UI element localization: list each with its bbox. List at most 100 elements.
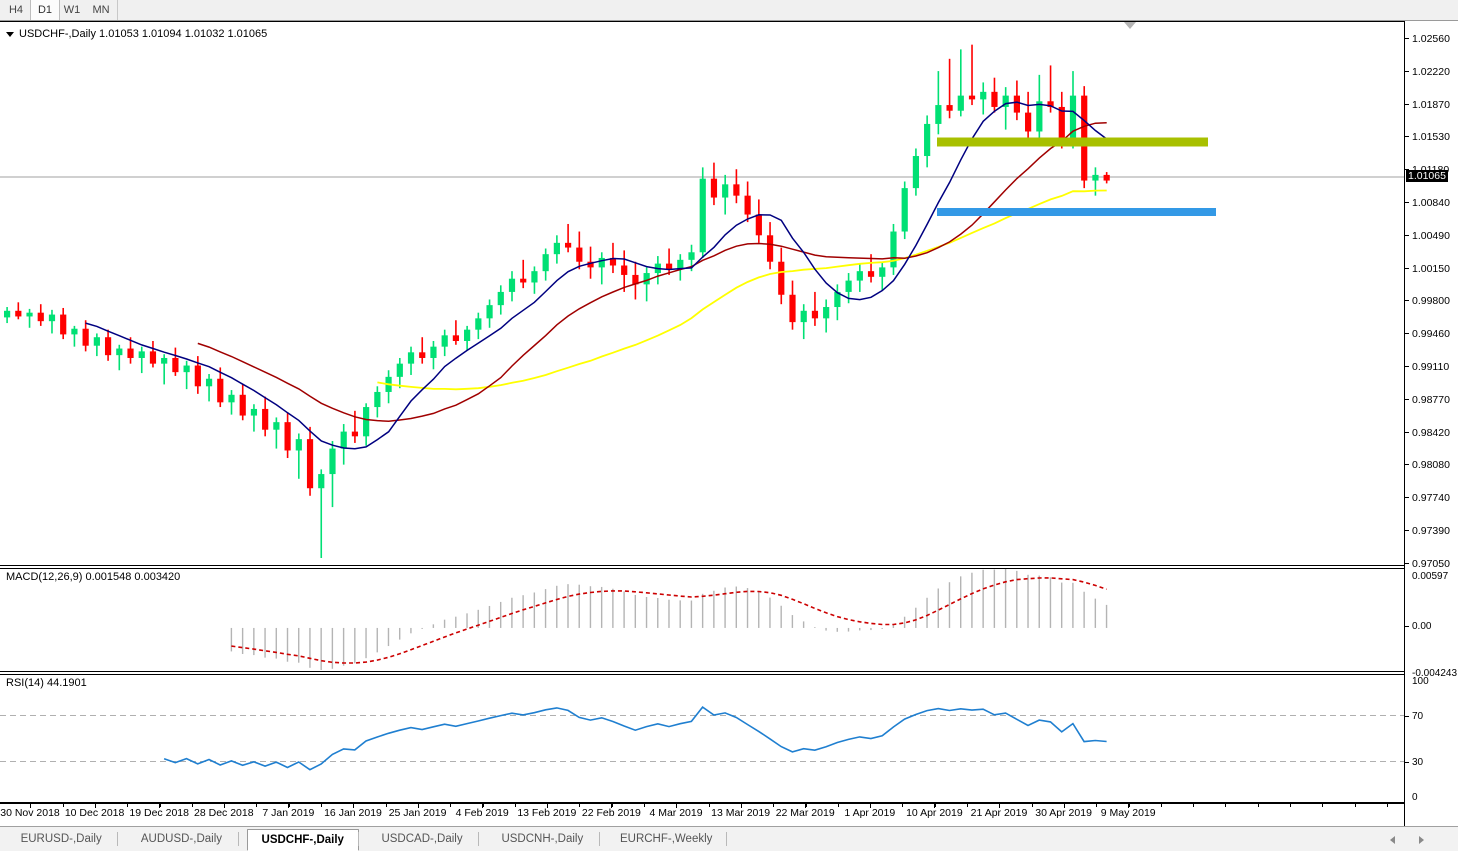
price-axis-label: 0.98770: [1412, 393, 1450, 406]
date-axis-minor-tick: [1031, 804, 1033, 807]
timeframe-button-d1[interactable]: D1: [30, 0, 60, 20]
date-axis-minor-tick: [256, 804, 258, 807]
symbol-tab-audusd[interactable]: AUDUSD-,Daily: [140, 833, 223, 845]
price-axis-label: 1.01530: [1412, 131, 1450, 144]
price-pane[interactable]: [0, 21, 1404, 566]
date-axis-minor-tick: [902, 804, 904, 807]
symbol-tab-bar[interactable]: EURUSD-,Daily AUDUSD-,Daily USDCHF-,Daily U…: [0, 826, 1458, 851]
date-axis-minor-tick: [159, 804, 161, 807]
rsi-axis-label: 70: [1412, 711, 1424, 722]
price-axis-tick: [1405, 431, 1409, 433]
date-axis-minor-tick: [1354, 804, 1356, 807]
price-axis-tick: [1405, 366, 1409, 367]
date-axis-label: 1 Apr 2019: [844, 807, 896, 819]
rsi-axis-tick: [1405, 716, 1409, 717]
date-axis-minor-tick: [1225, 804, 1227, 807]
date-axis-minor-tick: [773, 804, 775, 807]
date-axis-minor-tick: [30, 804, 32, 807]
date-axis-minor-tick: [353, 804, 355, 807]
date-axis-minor-tick: [1128, 804, 1130, 807]
date-axis-label: 21 Apr 2019: [970, 807, 1028, 819]
date-axis-minor-tick: [1063, 804, 1065, 807]
price-axis-tick: [1405, 530, 1409, 531]
symbol-tab-eurusd[interactable]: EURUSD-,Daily: [20, 833, 102, 845]
scroll-right-arrow-icon[interactable]: [1419, 836, 1424, 844]
price-axis-label: 0.99110: [1412, 361, 1450, 373]
scroll-position-marker[interactable]: [1124, 22, 1136, 29]
current-price-label: 1.01065: [1406, 170, 1448, 182]
date-axis-minor-tick: [321, 804, 322, 807]
price-axis-tick: [1405, 169, 1409, 171]
symbol-tab-usdchf[interactable]: USDCHF-,Daily: [246, 829, 359, 851]
price-axis-tick: [1405, 103, 1409, 105]
date-axis-minor-tick: [62, 804, 64, 807]
macd-axis-label: -0.004243: [1412, 668, 1458, 679]
price-axis-tick: [1405, 562, 1409, 564]
price-axis-label: 0.98080: [1412, 459, 1450, 472]
date-axis-minor-tick: [450, 804, 452, 807]
date-axis-minor-tick: [611, 804, 613, 807]
date-axis[interactable]: 30 Nov 2018 10 Dec 2018 19 Dec 2018 28 Dec …: [0, 803, 1404, 825]
date-axis-label: 10 Apr 2019: [906, 807, 963, 819]
date-axis-label: 30 Apr 2019: [1035, 807, 1092, 819]
price-axis-label: 0.97390: [1412, 525, 1450, 537]
date-axis-minor-tick: [1290, 804, 1291, 807]
triangle-down-icon[interactable]: [6, 31, 14, 37]
macd-pane[interactable]: [0, 568, 1404, 672]
macd-chart-canvas[interactable]: [0, 569, 1404, 671]
symbol-tab-usdcad[interactable]: USDCAD-,Daily: [381, 833, 463, 845]
date-axis-label: 13 Feb 2019: [517, 807, 577, 819]
price-axis-label: 1.00490: [1412, 229, 1450, 242]
date-axis-minor-tick: [1322, 804, 1324, 807]
tab-divider: [598, 832, 600, 846]
date-axis-minor-tick: [934, 804, 936, 807]
date-axis-label: 13 Mar 2019: [711, 807, 771, 819]
macd-header: MACD(12,26,9) 0.001548 0.003420: [6, 571, 181, 583]
date-axis-label: 30 Nov 2018: [0, 807, 60, 819]
price-axis-tick: [1405, 234, 1409, 236]
date-axis-minor-tick: [224, 804, 226, 807]
scroll-left-arrow-icon[interactable]: [1390, 836, 1395, 844]
price-axis-tick: [1405, 497, 1409, 499]
rsi-axis-label: 30: [1412, 757, 1424, 768]
price-axis-tick: [1405, 38, 1409, 39]
price-axis-tick: [1405, 398, 1409, 400]
date-axis-minor-tick: [94, 804, 96, 807]
symbol-tab-eurchf[interactable]: EURCHF-,Weekly: [619, 833, 713, 845]
price-axis-label: 0.97740: [1412, 492, 1450, 505]
date-axis-minor-tick: [191, 804, 193, 807]
date-axis-minor-tick: [482, 804, 484, 807]
date-axis-minor-tick: [837, 804, 839, 807]
date-axis-minor-tick: [1096, 804, 1098, 807]
date-axis-minor-tick: [288, 804, 290, 807]
date-axis-minor-tick: [579, 804, 581, 807]
date-axis-minor-tick: [1160, 804, 1162, 807]
tab-divider: [357, 832, 359, 846]
price-axis[interactable]: 1.025601.022201.018701.015301.011801.008…: [1404, 21, 1458, 829]
price-axis-tick: [1405, 333, 1409, 335]
rsi-axis-tick: [1405, 762, 1409, 763]
rsi-pane[interactable]: [0, 674, 1404, 803]
date-axis-minor-tick: [644, 804, 645, 807]
date-axis-minor-tick: [547, 804, 549, 807]
price-axis-label: 0.99460: [1412, 328, 1450, 341]
price-axis-tick: [1405, 267, 1409, 269]
date-axis-minor-tick: [1257, 804, 1259, 807]
date-axis-minor-tick: [870, 804, 872, 807]
date-axis-label: 4 Feb 2019: [455, 807, 509, 819]
timeframe-button-h4[interactable]: H4: [8, 4, 24, 16]
date-axis-label: 19 Dec 2018: [129, 807, 189, 819]
toolbar-divider: [117, 0, 118, 20]
date-axis-minor-tick: [708, 804, 710, 807]
tab-divider: [725, 832, 727, 846]
date-axis-minor-tick: [127, 804, 129, 807]
timeframe-button-mn[interactable]: MN: [92, 4, 110, 16]
date-axis-label: 22 Feb 2019: [581, 807, 641, 819]
rsi-chart-canvas[interactable]: [0, 675, 1404, 802]
date-axis-minor-tick: [676, 804, 678, 807]
symbol-header: USDCHF-,Daily 1.01053 1.01094 1.01032 1.…: [6, 28, 267, 40]
symbol-tab-usdcnh[interactable]: USDCNH-,Daily: [501, 833, 584, 845]
date-axis-label: 28 Dec 2018: [194, 807, 254, 819]
timeframe-button-w1[interactable]: W1: [63, 4, 81, 16]
price-chart-canvas[interactable]: [0, 22, 1404, 565]
